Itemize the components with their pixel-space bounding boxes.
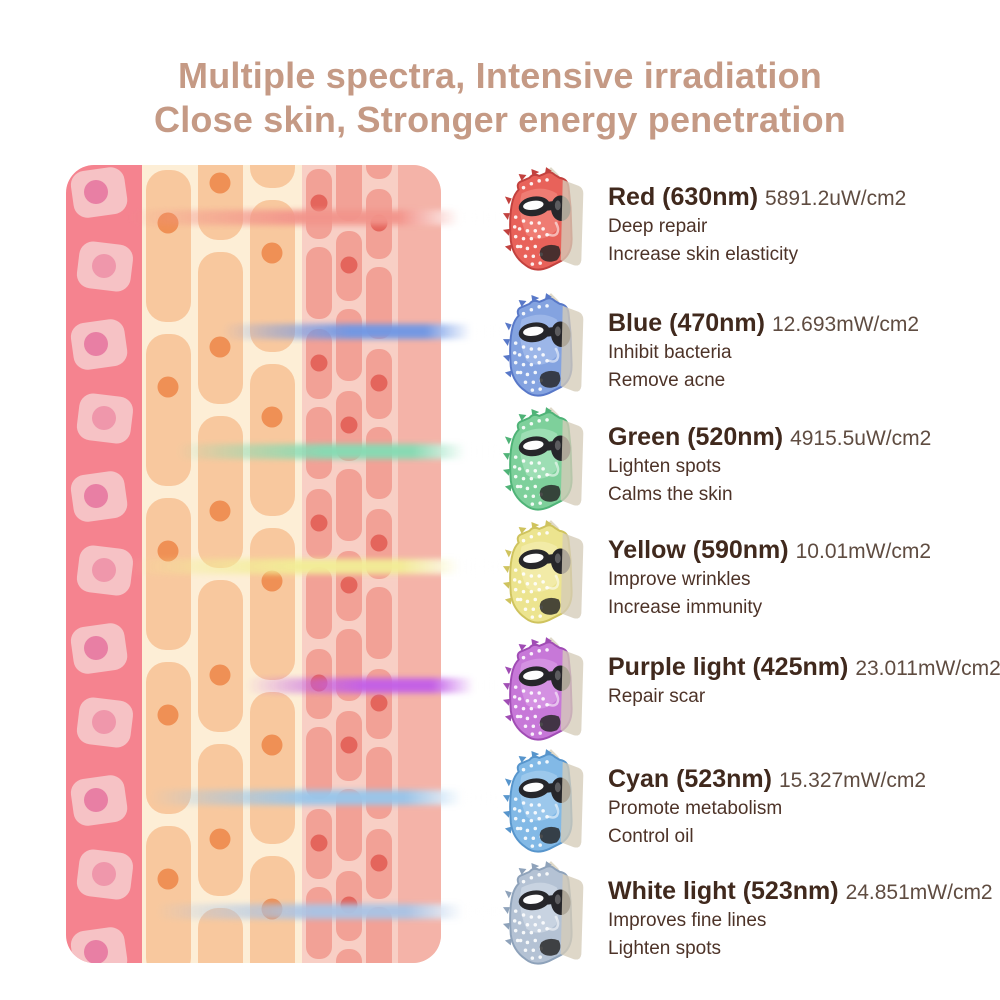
- light-name: Cyan (523nm): [608, 765, 772, 793]
- title-line-2: Close skin, Stronger energy penetration: [154, 99, 846, 141]
- red-light-beam: [128, 210, 505, 225]
- light-name: White light (523nm): [608, 877, 839, 905]
- purple-mask-icon: [501, 636, 585, 741]
- light-mode-entry-green: Green (520nm) 4915.5uW/cm2 Lighten spots …: [500, 406, 992, 516]
- light-mode-entry-yellow: Yellow (590nm) 10.01mW/cm2 Improve wrinkl…: [500, 519, 992, 629]
- cyan-light-beam: [150, 790, 505, 805]
- light-benefit: Lighten spots: [608, 938, 722, 959]
- light-benefit: Improve wrinkles: [608, 569, 751, 590]
- yellow-mask-icon: [501, 519, 585, 624]
- white-light-beam: [156, 904, 505, 919]
- light-mode-entry-purple: Purple light (425nm) 23.011mW/cm2 Repair …: [500, 636, 1000, 746]
- light-benefit: Lighten spots: [608, 456, 722, 477]
- light-benefit: Promote metabolism: [608, 798, 783, 819]
- white-mask-icon: [501, 860, 585, 965]
- title-line-1: Multiple spectra, Intensive irradiation: [178, 55, 822, 97]
- light-benefit: Calms the skin: [608, 484, 733, 505]
- yellow-light-beam: [130, 559, 505, 574]
- blue-mask-icon: [501, 292, 585, 397]
- light-power: 24.851mW/cm2: [845, 881, 993, 904]
- cyan-mask-icon: [501, 748, 585, 853]
- light-benefit: Increase skin elasticity: [608, 244, 799, 265]
- light-benefit: Control oil: [608, 826, 694, 847]
- light-mode-entry-cyan: Cyan (523nm) 15.327mW/cm2 Promote metabol…: [500, 748, 992, 858]
- light-mode-entry-white: White light (523nm) 24.851mW/cm2 Improves…: [500, 860, 993, 970]
- page-title: Multiple spectra, Intensive irradiation …: [0, 54, 1000, 142]
- light-power: 15.327mW/cm2: [778, 769, 927, 792]
- light-power: 5891.2uW/cm2: [765, 187, 907, 210]
- light-power: 12.693mW/cm2: [771, 313, 920, 336]
- light-benefit: Improves fine lines: [608, 910, 767, 931]
- light-power: 23.011mW/cm2: [855, 657, 1000, 680]
- light-mode-entry-blue: Blue (470nm) 12.693mW/cm2 Inhibit bacteri…: [500, 292, 992, 402]
- red-mask-icon: [501, 166, 585, 271]
- purple-light-beam: [246, 678, 505, 693]
- skin-layer-1: [66, 165, 142, 963]
- light-power: 10.01mW/cm2: [795, 540, 931, 563]
- light-name: Blue (470nm): [608, 309, 765, 337]
- light-benefit: Increase immunity: [608, 597, 763, 618]
- light-benefit: Inhibit bacteria: [608, 342, 732, 363]
- light-benefit: Remove acne: [608, 370, 726, 391]
- green-mask-icon: [501, 406, 585, 511]
- green-light-beam: [176, 444, 505, 459]
- light-name: Red (630nm): [608, 183, 759, 211]
- light-name: Green (520nm): [608, 423, 784, 451]
- light-mode-entry-red: Red (630nm) 5891.2uW/cm2 Deep repair Incr…: [500, 166, 992, 276]
- light-power: 4915.5uW/cm2: [790, 427, 932, 450]
- blue-light-beam: [222, 324, 505, 339]
- light-benefit: Repair scar: [608, 686, 706, 707]
- light-name: Yellow (590nm): [608, 536, 789, 564]
- light-name: Purple light (425nm): [608, 653, 849, 681]
- light-benefit: Deep repair: [608, 216, 708, 237]
